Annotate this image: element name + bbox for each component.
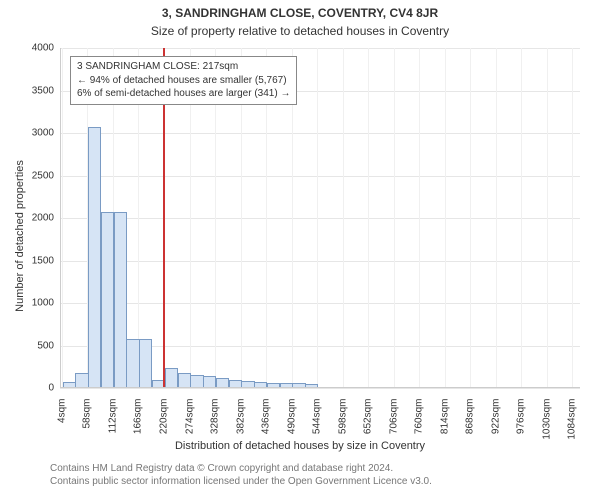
footer-line-2: Contains public sector information licen… bbox=[50, 475, 432, 488]
y-tick-label: 0 bbox=[14, 383, 54, 394]
x-tick-label: 436sqm bbox=[261, 399, 272, 449]
histogram-bar bbox=[114, 212, 127, 388]
x-tick-label: 760sqm bbox=[414, 399, 425, 449]
annotation-line-2: ← 94% of detached houses are smaller (5,… bbox=[77, 74, 290, 88]
y-tick-label: 2500 bbox=[14, 170, 54, 181]
grid-v bbox=[368, 48, 369, 388]
x-axis-line bbox=[60, 387, 580, 388]
x-tick-label: 706sqm bbox=[388, 399, 399, 449]
y-tick-label: 500 bbox=[14, 340, 54, 351]
chart-title: 3, SANDRINGHAM CLOSE, COVENTRY, CV4 8JR bbox=[0, 6, 600, 20]
grid-v bbox=[521, 48, 522, 388]
grid-v bbox=[419, 48, 420, 388]
grid-v bbox=[343, 48, 344, 388]
x-tick-label: 1084sqm bbox=[567, 399, 578, 449]
x-tick-label: 220sqm bbox=[159, 399, 170, 449]
grid-v bbox=[470, 48, 471, 388]
chart-container: { "chart": { "type": "histogram", "title… bbox=[0, 0, 600, 500]
x-tick-label: 382sqm bbox=[235, 399, 246, 449]
x-tick-label: 868sqm bbox=[465, 399, 476, 449]
y-tick-label: 4000 bbox=[14, 43, 54, 54]
footer-attribution: Contains HM Land Registry data © Crown c… bbox=[50, 462, 432, 488]
y-tick-label: 1500 bbox=[14, 255, 54, 266]
x-tick-label: 544sqm bbox=[312, 399, 323, 449]
grid-v bbox=[572, 48, 573, 388]
x-tick-label: 652sqm bbox=[363, 399, 374, 449]
histogram-bar bbox=[75, 373, 88, 388]
annotation-line-3: 6% of semi-detached houses are larger (3… bbox=[77, 87, 290, 101]
grid-v bbox=[445, 48, 446, 388]
x-tick-label: 976sqm bbox=[516, 399, 527, 449]
histogram-bar bbox=[101, 212, 114, 388]
x-tick-label: 490sqm bbox=[286, 399, 297, 449]
x-tick-label: 814sqm bbox=[439, 399, 450, 449]
x-tick-label: 922sqm bbox=[490, 399, 501, 449]
chart-subtitle: Size of property relative to detached ho… bbox=[0, 24, 600, 38]
histogram-bar bbox=[165, 368, 178, 388]
histogram-bar bbox=[126, 339, 139, 388]
x-tick-label: 274sqm bbox=[184, 399, 195, 449]
grid-v bbox=[394, 48, 395, 388]
footer-line-1: Contains HM Land Registry data © Crown c… bbox=[50, 462, 432, 475]
grid-v bbox=[496, 48, 497, 388]
grid-v bbox=[317, 48, 318, 388]
x-tick-label: 58sqm bbox=[82, 399, 93, 449]
grid-v bbox=[547, 48, 548, 388]
x-tick-label: 598sqm bbox=[337, 399, 348, 449]
annotation-line-1: 3 SANDRINGHAM CLOSE: 217sqm bbox=[77, 60, 290, 74]
x-tick-label: 328sqm bbox=[210, 399, 221, 449]
x-tick-label: 4sqm bbox=[56, 399, 67, 449]
x-tick-label: 1030sqm bbox=[541, 399, 552, 449]
y-tick-label: 1000 bbox=[14, 298, 54, 309]
x-tick-label: 166sqm bbox=[133, 399, 144, 449]
annotation-box: 3 SANDRINGHAM CLOSE: 217sqm ← 94% of det… bbox=[70, 56, 297, 105]
y-tick-label: 3500 bbox=[14, 85, 54, 96]
histogram-bar bbox=[88, 127, 101, 388]
histogram-bar bbox=[139, 339, 152, 388]
histogram-bar bbox=[178, 373, 191, 388]
y-axis-line bbox=[60, 48, 61, 388]
y-tick-label: 3000 bbox=[14, 128, 54, 139]
grid-h bbox=[60, 388, 580, 389]
y-tick-label: 2000 bbox=[14, 213, 54, 224]
x-tick-label: 112sqm bbox=[107, 399, 118, 449]
grid-v bbox=[62, 48, 63, 388]
